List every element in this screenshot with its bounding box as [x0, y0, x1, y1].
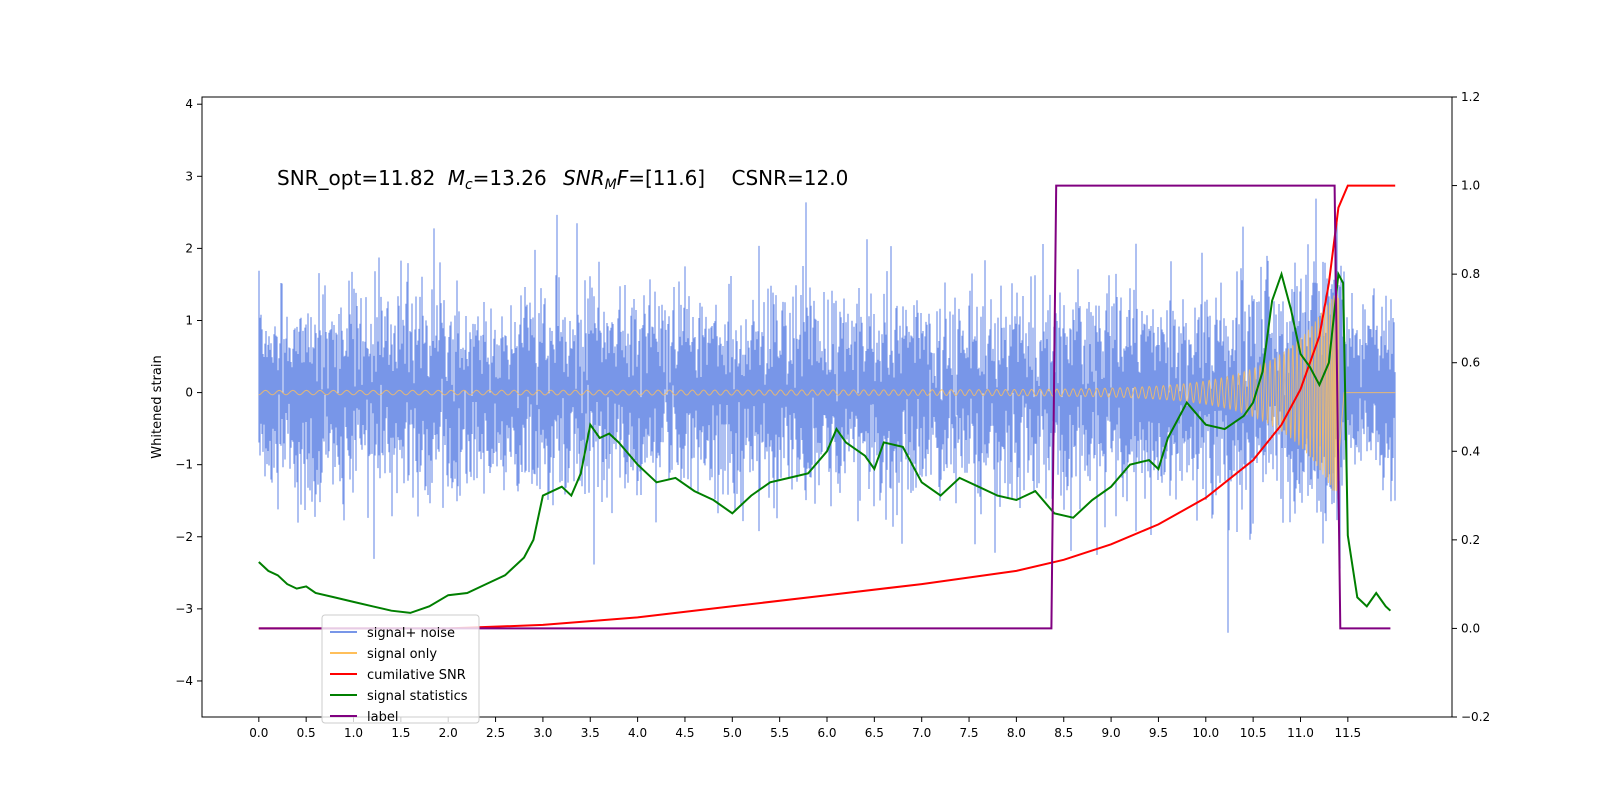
- x-tick-label: 4.5: [675, 726, 694, 740]
- y-tick-label-right: 0.8: [1461, 267, 1480, 281]
- x-tick-label: 9.0: [1102, 726, 1121, 740]
- x-tick-label: 5.5: [770, 726, 789, 740]
- y-tick-label-left: −4: [175, 674, 193, 688]
- y-tick-label-left: −1: [175, 458, 193, 472]
- y-tick-label-left: 3: [185, 169, 193, 183]
- legend-label: cumilative SNR: [367, 668, 466, 683]
- legend: signal+ noise signal only cumilative SNR si…: [321, 614, 480, 725]
- annotation-csnr: CSNR=12.0: [731, 166, 848, 190]
- x-tick-label: 7.0: [912, 726, 931, 740]
- signal-only-trace: [258, 289, 1396, 500]
- legend-label: label: [367, 710, 398, 725]
- x-tick-label: 9.5: [1149, 726, 1168, 740]
- y-tick-label-right: 0.0: [1461, 621, 1480, 635]
- legend-label: signal+ noise: [367, 626, 455, 641]
- x-tick-label: 3.0: [533, 726, 552, 740]
- legend-label: signal statistics: [367, 689, 468, 704]
- x-tick-label: 0.5: [297, 726, 316, 740]
- annotation-mf-sub: M: [605, 177, 617, 193]
- y-tick-label-right: 0.2: [1461, 533, 1480, 547]
- x-axis: 0.0 0.5 1.0 1.5 2.0 2.5 3.0 3.5 4.0 4.5 5.0 5.5 6.0 6…: [249, 717, 1361, 740]
- x-tick-label: 7.5: [959, 726, 978, 740]
- annotation-mf-value: =[11.6]: [628, 166, 705, 190]
- y-axis-left: 4 3 2 1 0 −1 −2 −3 −4: [175, 97, 202, 688]
- y-tick-label-left: −2: [175, 530, 193, 544]
- y-tick-label-left: 1: [185, 313, 193, 327]
- annotation-mc-sub: c: [465, 177, 473, 193]
- x-tick-label: 11.0: [1287, 726, 1314, 740]
- legend-box: [321, 614, 480, 724]
- annotation-mc-symbol: M: [448, 166, 465, 190]
- x-tick-label: 6.5: [865, 726, 884, 740]
- label-line: [258, 184, 1391, 630]
- x-tick-label: 1.5: [391, 726, 410, 740]
- y-tick-label-right: 1.0: [1461, 179, 1480, 193]
- y-tick-label-left: 4: [185, 97, 193, 111]
- y-tick-label-right: 0.4: [1461, 444, 1480, 458]
- y-tick-label-left: −3: [175, 602, 193, 616]
- y-tick-label-left: 2: [185, 241, 193, 255]
- x-tick-label: 1.0: [344, 726, 363, 740]
- cumulative-snr-line: [258, 184, 1396, 630]
- annotation-mf-symbol: SNR: [563, 166, 605, 190]
- x-tick-label: 2.5: [486, 726, 505, 740]
- annotation-mf-tail: F: [617, 166, 629, 190]
- legend-label: signal only: [367, 647, 437, 662]
- y-tick-label-right: 0.6: [1461, 356, 1480, 370]
- y-axis-right: 1.2 1.0 0.8 0.6 0.4 0.2 0.0 −0.2: [1452, 90, 1490, 724]
- y-tick-label-right: −0.2: [1461, 710, 1490, 724]
- x-tick-label: 2.0: [439, 726, 458, 740]
- x-tick-label: 4.0: [628, 726, 647, 740]
- chart-annotation: SNR_opt=11.82 Mc=13.26 SNRMF=[11.6] CSNR…: [277, 166, 848, 193]
- signal-noise-series: [258, 198, 1396, 633]
- signal-statistics-line: [258, 270, 1392, 614]
- signal-only-series: [258, 289, 1396, 500]
- y-axis-label-left: Whitened strain: [150, 355, 165, 458]
- plot-area: [258, 184, 1396, 633]
- x-tick-label: 10.5: [1240, 726, 1267, 740]
- annotation-mc-value: =13.26: [473, 166, 547, 190]
- y-tick-label-left: 0: [185, 386, 193, 400]
- signal-noise-trace: [258, 198, 1396, 633]
- annotation-snr-opt: SNR_opt=11.82: [277, 166, 435, 190]
- x-tick-label: 11.5: [1334, 726, 1361, 740]
- x-tick-label: 8.5: [1054, 726, 1073, 740]
- x-tick-label: 0.0: [249, 726, 268, 740]
- x-tick-label: 10.0: [1192, 726, 1219, 740]
- x-tick-label: 8.0: [1007, 726, 1026, 740]
- x-tick-label: 6.0: [817, 726, 836, 740]
- x-tick-label: 5.0: [723, 726, 742, 740]
- y-tick-label-right: 1.2: [1461, 90, 1480, 104]
- x-tick-label: 3.5: [581, 726, 600, 740]
